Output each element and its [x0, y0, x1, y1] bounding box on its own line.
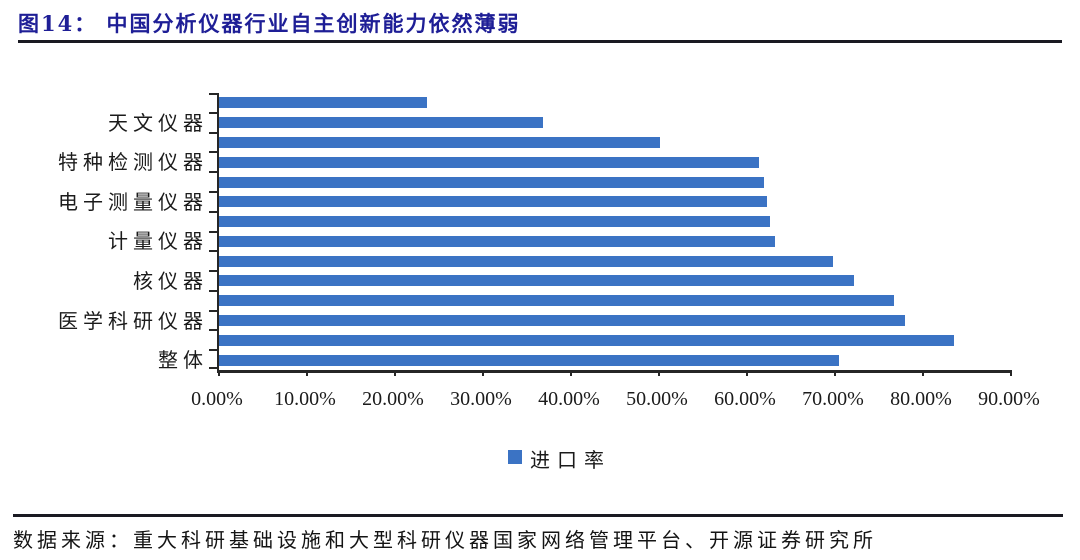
x-axis-label-80.00%: 80.00% [890, 388, 952, 410]
bar-医学科研仪器 [219, 315, 906, 327]
x-axis-tick [1010, 370, 1012, 376]
x-axis-tick [834, 370, 836, 376]
y-axis-tick [209, 250, 217, 253]
chart-legend: 进口率 [508, 444, 611, 473]
category-label-天文仪器: 天文仪器 [108, 110, 208, 135]
bar-item-9 [219, 255, 834, 267]
bar-item-7 [219, 216, 770, 228]
y-axis-tick [209, 349, 217, 352]
bar-item-3 [219, 136, 660, 148]
category-label-医学科研仪器: 医学科研仪器 [58, 308, 208, 333]
x-axis-tick [482, 370, 484, 376]
x-axis-label-90.00%: 90.00% [978, 388, 1040, 410]
x-axis-tick [922, 370, 924, 376]
bar-电子测量仪器 [219, 196, 768, 208]
title-divider [18, 40, 1062, 43]
x-axis-tick [658, 370, 660, 376]
x-axis-tick [570, 370, 572, 376]
bar-计量仪器 [219, 235, 776, 247]
x-axis-tick [746, 370, 748, 376]
x-axis-tick [218, 370, 220, 376]
x-axis-label-0.00%: 0.00% [191, 388, 243, 410]
y-axis-tick [209, 210, 217, 213]
bar-item-5 [219, 176, 764, 188]
y-axis-tick [209, 111, 217, 114]
category-label-整体: 整体 [158, 348, 208, 373]
y-axis-tick [209, 131, 217, 134]
bar-天文仪器 [219, 117, 543, 129]
x-axis-label-60.00%: 60.00% [714, 388, 776, 410]
x-axis-label-50.00%: 50.00% [626, 388, 688, 410]
bar-核仪器 [219, 275, 855, 287]
y-axis-tick [209, 289, 217, 292]
bar-item-1 [219, 97, 427, 109]
x-axis-label-10.00%: 10.00% [274, 388, 336, 410]
y-axis-tick [209, 190, 217, 193]
bar-整体 [219, 354, 840, 366]
x-axis-label-70.00%: 70.00% [802, 388, 864, 410]
footer-divider [13, 514, 1063, 517]
x-axis-label-30.00%: 30.00% [450, 388, 512, 410]
x-axis-tick [306, 370, 308, 376]
data-source: 数据来源：重大科研基础设施和大型科研仪器国家网络管理平台、开源证券研究所 [13, 528, 877, 552]
x-axis-labels: 0.00% 10.00% 20.00% 30.00% 40.00% 50.00% 60.00… [191, 388, 1040, 414]
category-label-特种检测仪器: 特种检测仪器 [58, 150, 208, 175]
x-axis-label-40.00%: 40.00% [538, 388, 600, 410]
y-axis-labels: 天文仪器 特种检测仪器 电子测量仪器 计量仪器 核仪器 医学科研仪器 整体 [0, 93, 203, 372]
y-axis-tick [209, 329, 217, 332]
y-axis-tick [209, 230, 217, 233]
y-axis-tick [209, 309, 217, 312]
y-axis-tick [209, 171, 217, 174]
y-axis-tick [209, 367, 217, 369]
figure-title: 图14： 中国分析仪器行业自主创新能力依然薄弱 [18, 11, 521, 36]
chart-plot-area [209, 93, 1012, 376]
y-axis-tick [209, 93, 217, 95]
x-axis-tick [394, 370, 396, 376]
legend-color-swatch [508, 450, 522, 464]
bar-特种检测仪器 [219, 156, 760, 168]
bar-item-13 [219, 334, 954, 346]
category-label-电子测量仪器: 电子测量仪器 [58, 189, 208, 214]
category-label-核仪器: 核仪器 [133, 268, 208, 293]
legend-label: 进口率 [530, 448, 611, 472]
x-axis-label-20.00%: 20.00% [362, 388, 424, 410]
category-label-计量仪器: 计量仪器 [108, 229, 208, 254]
y-axis-tick [209, 270, 217, 273]
y-axis-tick [209, 151, 217, 154]
bar-item-11 [219, 295, 894, 307]
